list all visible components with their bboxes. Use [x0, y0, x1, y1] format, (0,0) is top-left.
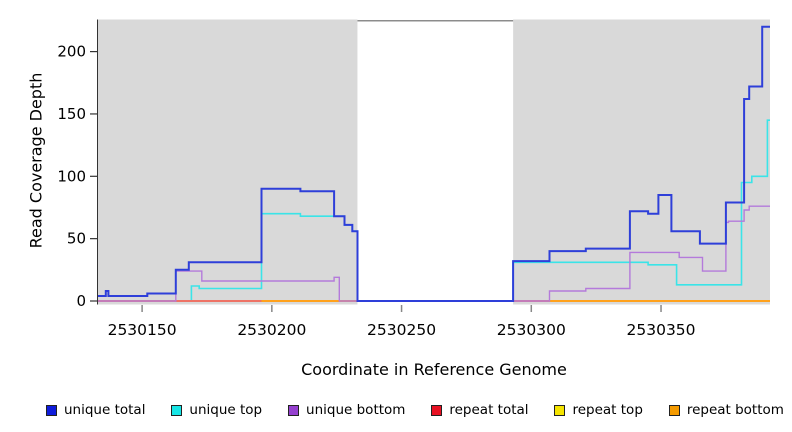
legend-swatch-unique-bottom — [288, 404, 300, 416]
x-tick-label-2530250: 2530250 — [367, 321, 436, 339]
y-axis-title: Read Coverage Depth — [26, 72, 46, 249]
y-tick-label-0: 0 — [76, 292, 86, 310]
legend-swatch-repeat-bottom — [668, 404, 680, 416]
shaded-region-0 — [98, 19, 358, 305]
legend-item-unique-bottom: unique bottom — [288, 402, 405, 418]
y-tick-label-50: 50 — [67, 230, 86, 248]
y-tick-label-200: 200 — [57, 43, 86, 61]
legend-item-repeat-bottom: repeat bottom — [668, 402, 784, 418]
y-tick-label-100: 100 — [57, 167, 86, 185]
x-tick-label-2530350: 2530350 — [627, 321, 696, 339]
legend-label: unique bottom — [306, 402, 406, 418]
legend-swatch-unique-top — [171, 404, 183, 416]
legend-item-repeat-total: repeat total — [431, 402, 529, 418]
shaded-region-1 — [513, 19, 770, 305]
legend-item-repeat-top: repeat top — [554, 402, 643, 418]
legend-label: repeat bottom — [686, 402, 784, 418]
x-tick-label-2530200: 2530200 — [237, 321, 306, 339]
legend-swatch-unique-total — [46, 404, 57, 416]
legend-item-unique-total: unique total — [46, 402, 145, 418]
legend-label: repeat top — [572, 402, 643, 418]
legend-swatch-repeat-top — [554, 404, 566, 416]
legend-swatch-repeat-total — [431, 404, 443, 416]
legend-label: repeat total — [449, 402, 529, 418]
x-tick-label-2530150: 2530150 — [108, 321, 177, 339]
legend-label: unique top — [189, 402, 263, 418]
y-tick-label-150: 150 — [57, 105, 86, 123]
series-unique-total-line-6 — [98, 25, 770, 302]
x-tick-label-2530300: 2530300 — [497, 321, 566, 339]
legend-item-unique-top: unique top — [171, 402, 262, 418]
series-unique-bottom-line-5 — [98, 205, 770, 302]
legend: unique total unique top unique bottom repea… — [46, 398, 784, 422]
x-axis-title: Coordinate in Reference Genome — [301, 360, 567, 379]
legend-label: unique total — [64, 402, 146, 418]
